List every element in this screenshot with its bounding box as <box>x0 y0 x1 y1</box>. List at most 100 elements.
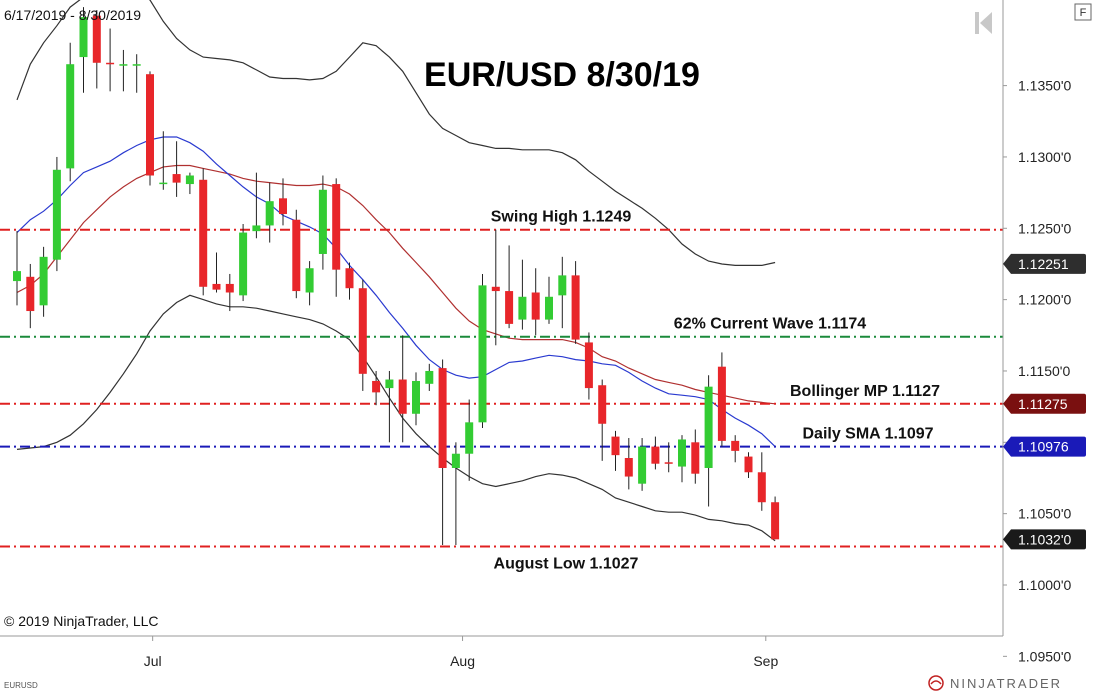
candle-up <box>66 42 75 182</box>
candle-down <box>225 273 234 312</box>
candle-up <box>79 7 88 93</box>
candle-body <box>239 232 248 296</box>
candle-body <box>731 440 740 451</box>
y-tick-label: 1.1150'0 <box>1018 363 1070 379</box>
bollinger-lower-line <box>16 294 776 542</box>
ninjatrader-logo: NINJATRADER <box>928 675 1062 691</box>
candle-up <box>52 156 61 272</box>
candle-down <box>691 429 700 484</box>
level-annotation: Swing High 1.1249 <box>491 209 632 226</box>
candle-body <box>651 446 660 464</box>
candle-up <box>558 256 567 329</box>
date-range-label: 6/17/2019 - 8/30/2019 <box>4 7 141 23</box>
y-tick-label: 1.1200'0 <box>1018 292 1071 308</box>
candle-body <box>52 169 61 260</box>
candle-up <box>465 399 474 481</box>
candle-body <box>491 286 500 292</box>
candle-down <box>664 442 673 473</box>
candle-up <box>265 182 274 243</box>
candle-body <box>225 283 234 293</box>
y-tick-label: 1.1000'0 <box>1018 577 1071 593</box>
price-tag-shape <box>1003 253 1086 274</box>
candle-down <box>531 268 540 336</box>
candle-body <box>691 442 700 474</box>
y-tick-label: 1.1350'0 <box>1018 78 1071 94</box>
candle-body <box>132 64 141 66</box>
candle-body <box>146 74 154 176</box>
candle-up <box>305 261 314 306</box>
bollinger-upper-line <box>16 0 776 266</box>
candle-body <box>318 189 327 254</box>
candle-body <box>531 292 540 320</box>
candle-body <box>518 296 527 320</box>
candle-up <box>638 438 647 491</box>
sma-line <box>16 136 776 448</box>
candle-body <box>332 184 341 270</box>
candle-body <box>771 502 780 540</box>
candle-down <box>757 452 766 511</box>
candle-down <box>172 141 181 197</box>
logo-text: NINJATRADER <box>950 676 1062 691</box>
price-tag: 1.1032'0 <box>1003 529 1086 550</box>
candle-down <box>199 168 208 296</box>
axes-layer <box>0 0 1004 637</box>
price-tag-label: 1.12251 <box>1018 256 1069 272</box>
candle-down <box>438 359 447 546</box>
candle-up <box>385 370 394 443</box>
price-tag-label: 1.10976 <box>1018 439 1069 455</box>
collapse-panel-icon[interactable] <box>975 12 992 34</box>
y-tick-label: 1.1050'0 <box>1018 506 1071 522</box>
candle-body <box>199 179 208 287</box>
candle-body <box>185 175 194 185</box>
candle-body <box>345 268 354 289</box>
candle-up <box>239 224 248 302</box>
candle-body <box>545 296 553 320</box>
candle-body <box>412 380 420 414</box>
candle-down <box>26 263 35 329</box>
candle-body <box>624 458 633 477</box>
candle-up <box>185 172 194 195</box>
candle-body <box>558 275 567 296</box>
candle-body <box>398 379 407 414</box>
candle-up <box>159 131 168 190</box>
candle-body <box>757 472 766 503</box>
chart-title: EUR/USD 8/30/19 <box>424 56 700 94</box>
candle-down <box>731 435 740 463</box>
candle-down <box>279 178 287 226</box>
x-tick-label: Aug <box>450 653 475 669</box>
price-tag-shape <box>1003 436 1086 457</box>
candle-down <box>398 335 407 443</box>
y-tick-label: 1.0950'0 <box>1018 648 1071 664</box>
x-tick-labels: Jul Aug Sep <box>144 636 778 669</box>
candle-body <box>664 462 673 464</box>
level-annotation: Daily SMA 1.1097 <box>802 426 933 443</box>
price-tags: 1.12251 1.11275 1.10976 1.1032'0 <box>1003 253 1086 550</box>
x-tick-label: Sep <box>753 653 778 669</box>
svg-text:F: F <box>1080 7 1087 19</box>
f-button[interactable]: F <box>1074 3 1092 21</box>
candle-body <box>598 385 607 424</box>
indicator-layer <box>16 0 776 542</box>
candle-down <box>292 209 301 299</box>
candle-down <box>717 352 726 447</box>
candle-body <box>451 453 460 468</box>
ninja-logo-icon <box>928 675 944 691</box>
candle-body <box>505 291 514 324</box>
candle-body <box>13 271 21 282</box>
level-annotations: Swing High 1.1249 62% Current Wave 1.1174… <box>491 209 940 573</box>
candle-down <box>571 261 580 344</box>
candle-body <box>358 288 367 374</box>
candle-up <box>412 372 420 426</box>
candle-body <box>39 256 48 306</box>
bollinger-middle-line <box>16 164 776 405</box>
candle-down <box>651 436 660 470</box>
candle-down <box>744 452 753 478</box>
candle-body <box>478 285 487 423</box>
candle-body <box>279 198 287 215</box>
candle-body <box>212 283 221 290</box>
candle-down <box>491 229 500 346</box>
candle-up <box>252 172 261 239</box>
candle-down <box>106 28 115 92</box>
